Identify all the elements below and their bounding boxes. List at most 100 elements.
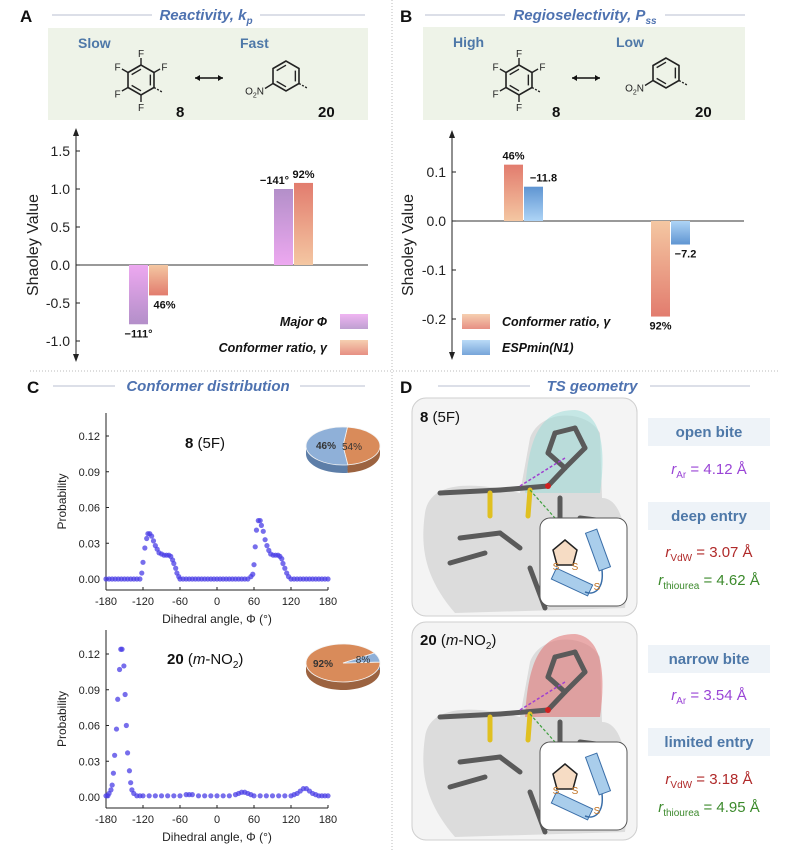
data-label-20-series-1: −7.2 xyxy=(675,249,697,261)
y-tick-label: 0.00 xyxy=(79,574,100,586)
sulfur-label: S xyxy=(594,806,601,817)
ts-structure-20: S S S xyxy=(411,621,638,841)
data-label-8-series-0: −111° xyxy=(125,328,153,340)
x-tick-label: -60 xyxy=(172,596,188,608)
arrow-head-right xyxy=(595,75,600,81)
panel-label-b: B xyxy=(400,7,412,26)
panel-c: C Conformer distribution 0.12 0.09 0.06 0.0… xyxy=(27,378,381,844)
attachment-bond xyxy=(153,86,164,94)
sulfur-label: S xyxy=(553,562,560,573)
y-axis-arrow-down xyxy=(449,352,455,360)
y-axis-label: Shaoley Value xyxy=(25,194,42,296)
x-axis-label: Dihedral angle, Φ (°) xyxy=(162,830,272,844)
x-tick-label: 180 xyxy=(319,814,337,826)
pie-slice-1 xyxy=(342,652,381,664)
bond xyxy=(531,68,539,74)
x-tick-label: -180 xyxy=(95,814,117,826)
data-label-8-series-1: −11.8 xyxy=(530,173,557,185)
bond xyxy=(153,68,161,74)
ts-structure-8: S S S xyxy=(411,397,638,617)
data-point xyxy=(208,793,214,799)
bond-stick xyxy=(562,445,588,471)
tag-low: Low xyxy=(616,34,644,50)
data-point xyxy=(171,793,177,799)
y-tick-label: -0.2 xyxy=(422,311,446,327)
double-bond xyxy=(656,77,667,85)
x-tick-label: -120 xyxy=(132,596,154,608)
compound-20-label: 20 xyxy=(318,104,335,121)
data-point xyxy=(269,793,276,799)
bar-chart-a: 1.5 1.0 0.5 0.0 -0.5 -1.0 Shaoley Value −111° −1… xyxy=(25,128,368,362)
ts-title-20: 20 (m-NO2) xyxy=(420,632,496,652)
panel-title-b: Regioselectivity, Pss xyxy=(513,7,657,27)
bond xyxy=(121,86,129,92)
panel-a: A Reactivity, kp Slow Fast F F F F F O2N 8 20… xyxy=(20,7,368,362)
data-label-20-series-1: 92% xyxy=(292,169,314,181)
open-bite-label: open bite xyxy=(676,424,743,441)
data-label-20-series-0: 92% xyxy=(649,321,671,333)
helix-icon xyxy=(550,791,594,821)
ts-title-8: 8 (5F) xyxy=(420,409,460,426)
data-point xyxy=(189,792,195,798)
data-point xyxy=(112,752,118,758)
x-tick-label: 0 xyxy=(214,596,220,608)
fluorine-atom: F xyxy=(161,63,167,74)
bond-stick xyxy=(545,430,558,456)
data-point xyxy=(119,646,125,652)
bond-stick xyxy=(457,530,503,541)
data-point xyxy=(108,787,114,793)
bar-20-series-0 xyxy=(274,189,293,265)
limited-entry-label: limited entry xyxy=(664,734,754,751)
benzene-ring xyxy=(652,57,680,89)
r-thiourea-distance xyxy=(529,713,556,743)
pie-slice-1 xyxy=(305,426,349,466)
data-point xyxy=(262,537,268,543)
x-tick-label: 120 xyxy=(282,814,300,826)
data-point xyxy=(263,793,269,799)
loop-icon xyxy=(584,569,604,594)
x-tick-label: -120 xyxy=(132,814,154,826)
arrow-head-right xyxy=(218,75,223,81)
helix-icon xyxy=(584,528,612,572)
data-point xyxy=(128,780,134,786)
tag-fast: Fast xyxy=(240,35,269,51)
x-tick-label: 60 xyxy=(248,814,260,826)
attachment-bond xyxy=(678,79,689,87)
fluorine-atom: F xyxy=(493,90,499,101)
bond-stick xyxy=(497,707,551,717)
data-point xyxy=(214,793,220,799)
bond-stick xyxy=(447,550,488,566)
compound-8-label: 8 xyxy=(176,104,184,121)
panel-title-a: Reactivity, kp xyxy=(159,7,252,27)
legend-entry-0: Conformer ratio, γ xyxy=(502,315,611,329)
r-ar-8: rAr = 4.12 Å xyxy=(671,461,746,481)
data-point xyxy=(177,793,183,799)
x-tick-label: 60 xyxy=(248,596,260,608)
legend-swatch-0 xyxy=(462,314,490,329)
double-bond xyxy=(509,84,520,92)
data-point xyxy=(137,576,143,582)
y-tick-label: 0.03 xyxy=(79,538,100,550)
pie-slice-0 xyxy=(342,426,381,466)
y-tick-label: 0.0 xyxy=(427,213,447,229)
bond-stick xyxy=(497,754,523,775)
bar-8-series-0 xyxy=(504,164,523,221)
bond-stick xyxy=(545,450,568,471)
compound-20-label: 20 xyxy=(695,104,712,121)
data-point xyxy=(150,538,157,544)
double-bond xyxy=(131,68,142,76)
bond xyxy=(121,68,129,74)
double-bond xyxy=(276,80,287,88)
data-point xyxy=(123,722,129,729)
x-tick-label: 120 xyxy=(282,596,300,608)
y-tick-label: 0.09 xyxy=(79,467,100,479)
molecule-scheme-a: F F F F F O2N xyxy=(115,49,309,114)
data-point xyxy=(202,793,208,799)
bond-stick xyxy=(545,465,568,489)
helix-icon xyxy=(550,567,594,597)
y-tick-label: 0.06 xyxy=(79,503,100,515)
legend-swatch-1 xyxy=(340,340,368,355)
data-point xyxy=(144,535,150,542)
helix-icon xyxy=(584,752,612,796)
